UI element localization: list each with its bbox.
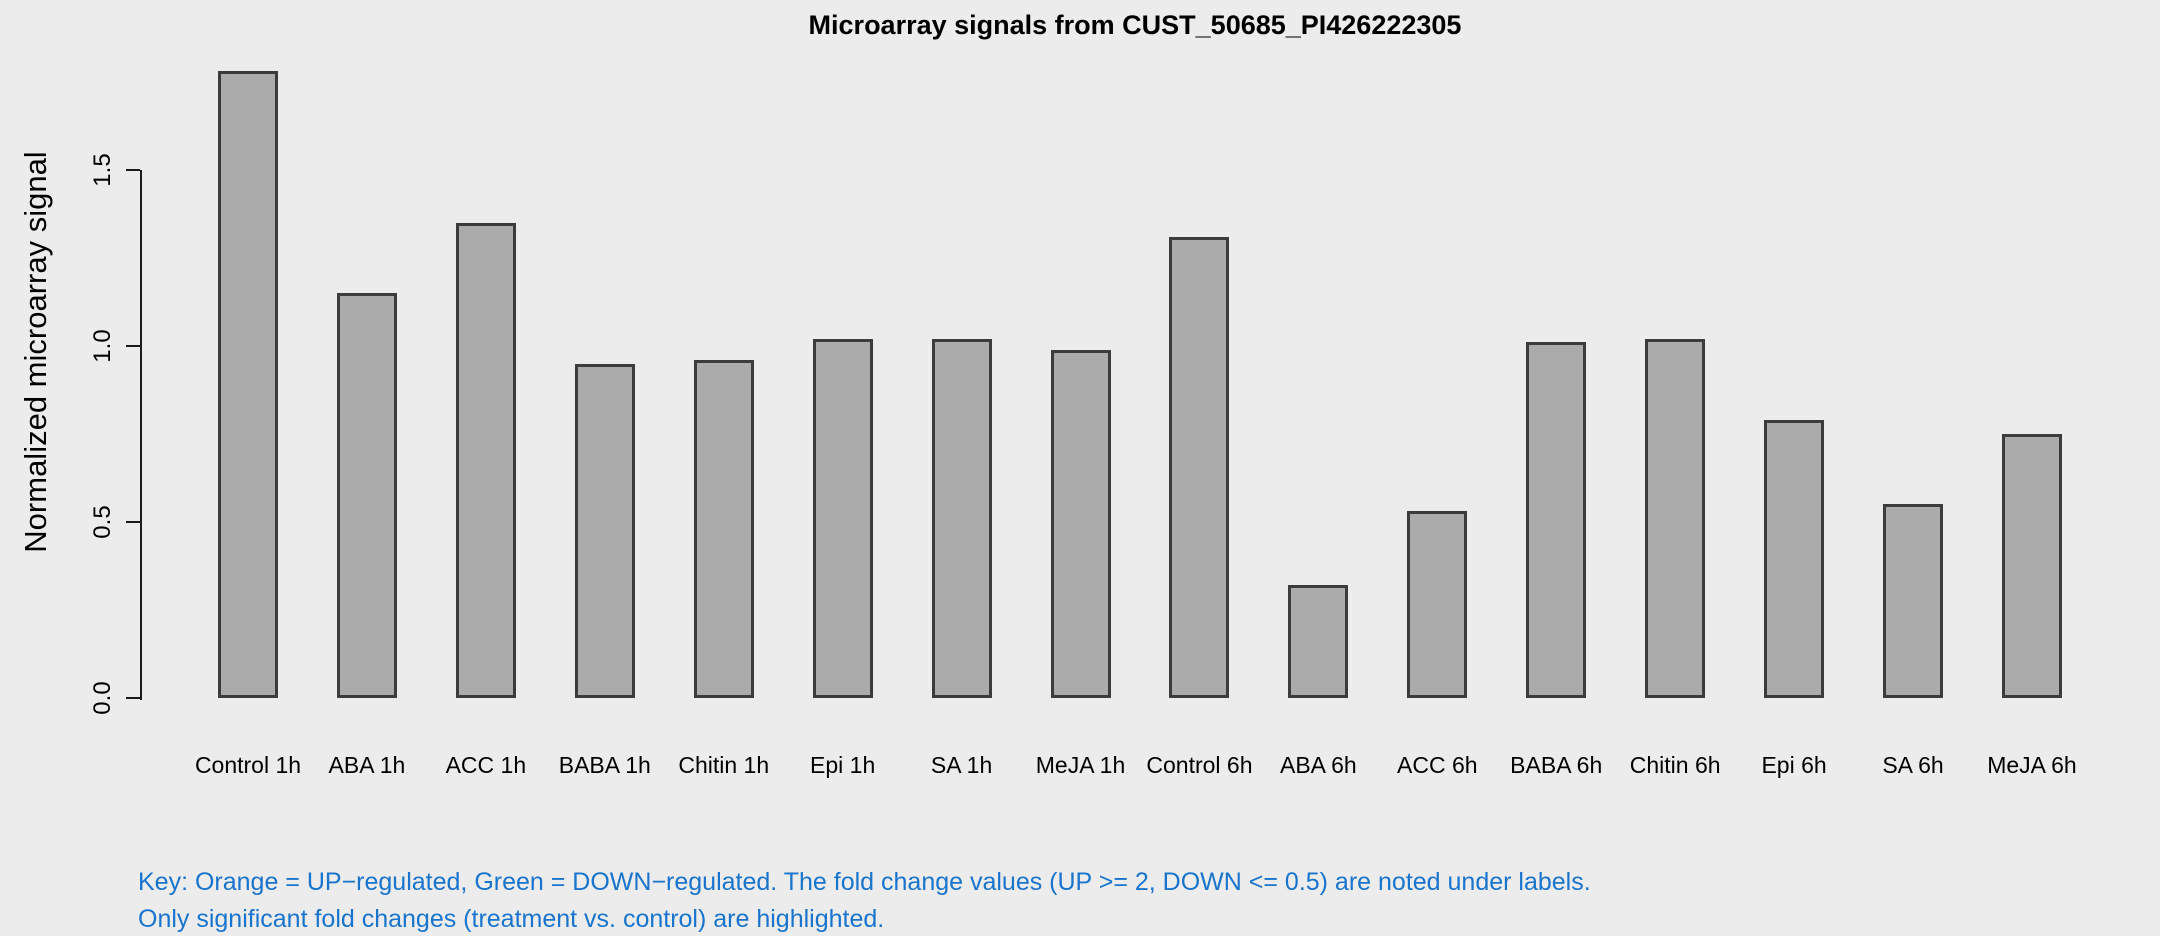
y-tick-mark — [126, 169, 140, 171]
bar-aba-6h — [1288, 585, 1348, 698]
bar-acc-1h — [456, 223, 516, 698]
bar-sa-1h — [932, 339, 992, 698]
y-tick-mark — [126, 345, 140, 347]
x-axis-label: ABA 6h — [1279, 752, 1357, 778]
key-text-line1: Key: Orange = UP−regulated, Green = DOWN… — [138, 868, 1591, 896]
x-axis-label: ABA 1h — [328, 752, 406, 778]
bar-epi-1h — [813, 339, 873, 698]
y-tick-label: 1.5 — [89, 153, 116, 187]
x-axis-label: Chitin 6h — [1629, 752, 1721, 778]
y-tick-label: 0.5 — [89, 505, 116, 539]
bar-meja-1h — [1051, 350, 1111, 698]
y-tick-label: 1.0 — [89, 329, 116, 363]
bar-baba-6h — [1526, 342, 1586, 698]
x-axis-label: Control 1h — [194, 752, 302, 778]
bar-control-1h — [218, 71, 278, 698]
x-axis-label: SA 6h — [1882, 752, 1944, 778]
bar-chitin-6h — [1645, 339, 1705, 698]
bar-meja-6h — [2002, 434, 2062, 698]
bar-sa-6h — [1883, 504, 1943, 698]
x-axis-label: SA 1h — [930, 752, 993, 778]
x-axis-label: Control 6h — [1146, 752, 1253, 778]
bar-chitin-1h — [694, 360, 754, 698]
key-text-line2: Only significant fold changes (treatment… — [138, 905, 885, 933]
x-axis-label: ACC 1h — [445, 752, 527, 778]
x-axis-label: Epi 1h — [810, 752, 876, 778]
y-tick-label: 0.0 — [89, 681, 116, 715]
bar-epi-6h — [1764, 420, 1824, 698]
bar-acc-6h — [1407, 511, 1467, 698]
x-axis-label: MeJA 1h — [1035, 752, 1126, 778]
x-axis-label: BABA 6h — [1510, 752, 1603, 778]
x-axis-label: MeJA 6h — [1987, 752, 2077, 778]
bar-aba-1h — [337, 293, 397, 698]
x-axis-label: BABA 1h — [558, 752, 651, 778]
x-axis-label: Chitin 1h — [678, 752, 770, 778]
x-axis-label: Epi 6h — [1761, 752, 1827, 778]
y-tick-mark — [126, 697, 140, 699]
y-axis-line — [140, 170, 142, 700]
y-tick-mark — [126, 521, 140, 523]
bar-control-6h — [1169, 237, 1229, 698]
bar-baba-1h — [575, 364, 635, 698]
chart-title: Microarray signals from CUST_50685_PI426… — [808, 10, 1462, 40]
x-axis-label: ACC 6h — [1397, 752, 1478, 778]
y-axis-label: Normalized microarray signal — [18, 151, 53, 553]
